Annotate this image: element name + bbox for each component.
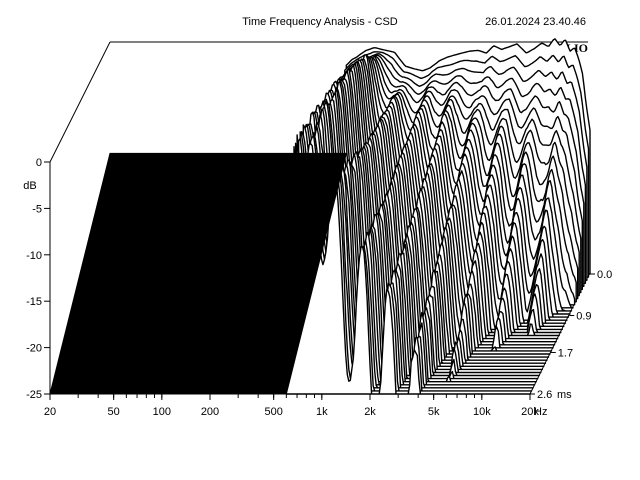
waterfall-slices: [285, 38, 591, 395]
y-tick-label: -25: [26, 389, 42, 401]
y-tick-label: -10: [26, 250, 42, 262]
x-tick-label: 10k: [473, 406, 491, 418]
time-axis-unit: ms: [557, 389, 572, 401]
timestamp: 26.01.2024 23.40.46: [485, 16, 586, 28]
x-tick-label: 500: [264, 406, 282, 418]
x-tick-label: 100: [153, 406, 171, 418]
x-tick-label: 200: [201, 406, 219, 418]
time-tick-label: 2.6: [537, 389, 552, 401]
y-tick-label: -20: [26, 343, 42, 355]
y-tick-label: -5: [32, 203, 42, 215]
y-axis-label: dB: [23, 180, 36, 192]
x-axis: 20 50 100 200 500 1k 2k 5k 10k 20k: [44, 394, 539, 418]
x-tick-label: 1k: [316, 406, 328, 418]
x-axis-unit: Hz: [534, 406, 547, 418]
x-tick-label: 5k: [428, 406, 440, 418]
y-tick-label: -15: [26, 296, 42, 308]
x-tick-label: 20: [44, 406, 56, 418]
y-axis: 0 -5 -10 -15 -20 -25: [26, 157, 50, 401]
time-tick-label: 0.0: [597, 269, 612, 281]
time-tick-label: 0.9: [576, 311, 591, 323]
chart-title: Time Frequency Analysis - CSD: [242, 16, 398, 28]
x-tick-label: 2k: [364, 406, 376, 418]
time-axis: 0.0 0.9 1.7 2.6: [530, 269, 612, 401]
x-tick-label: 50: [108, 406, 120, 418]
y-tick-label: 0: [36, 157, 42, 169]
back-left-edge: [49, 41, 111, 163]
x-tick-label: 20k: [521, 406, 539, 418]
time-tick-label: 1.7: [558, 347, 573, 359]
